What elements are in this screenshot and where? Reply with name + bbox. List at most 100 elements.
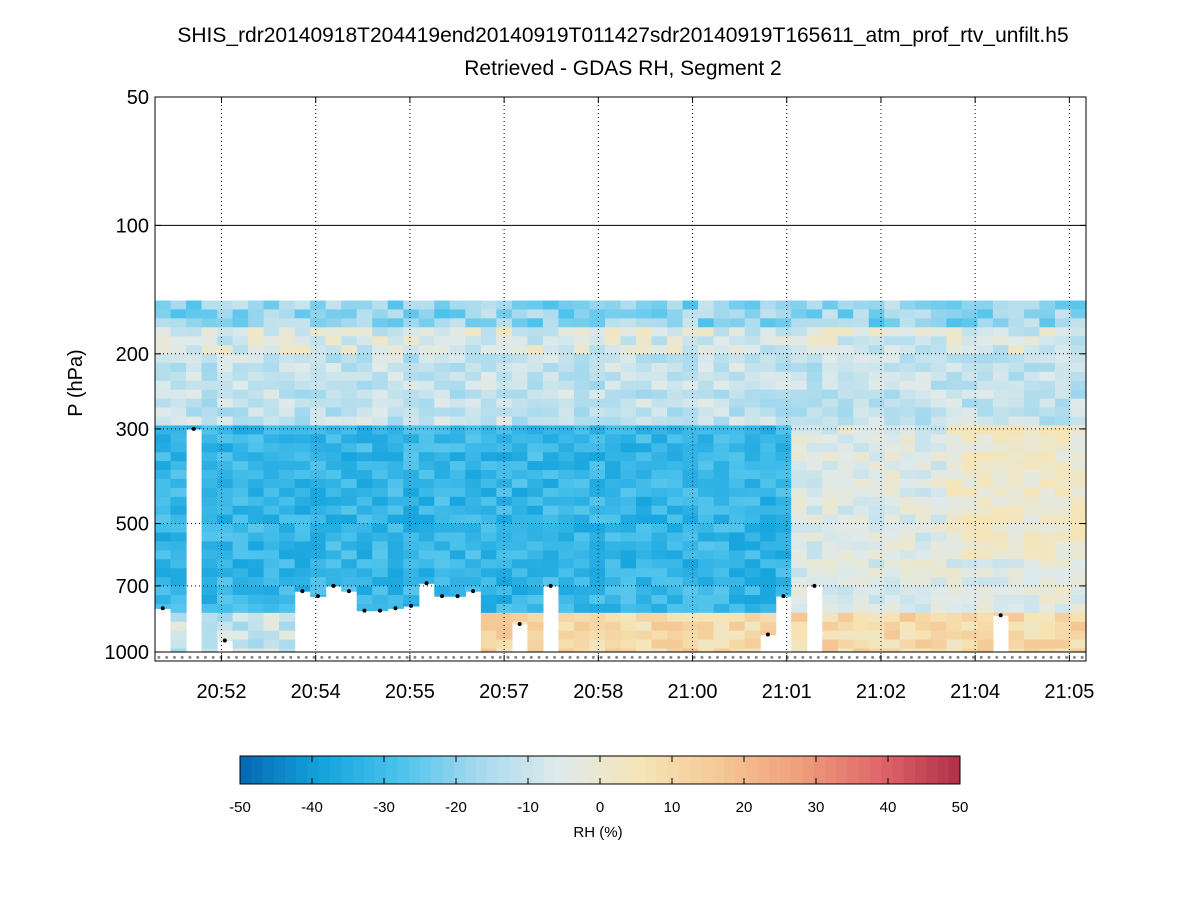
heat-cell (899, 452, 916, 462)
heat-cell (511, 416, 528, 427)
heat-cell (155, 523, 172, 534)
heat-cell (1070, 478, 1087, 489)
heat-cell (248, 461, 265, 471)
heat-cell (201, 443, 218, 453)
heat-cell (930, 416, 947, 427)
heat-cell (806, 380, 823, 391)
heat-cell (573, 577, 591, 587)
heat-cell (558, 398, 575, 409)
heat-cell (527, 532, 544, 543)
heat-cell (232, 594, 249, 605)
heat-cell (480, 586, 497, 596)
heat-cell (449, 416, 466, 427)
heat-cell (496, 336, 513, 346)
heat-cell (884, 639, 901, 650)
heat-cell (729, 470, 746, 480)
heat-cell (729, 362, 746, 373)
heat-cell (573, 470, 591, 480)
heat-cell (667, 416, 684, 427)
heat-cell (667, 639, 684, 650)
heat-cell (713, 612, 730, 623)
heat-cell (170, 550, 187, 560)
heat-cell (698, 461, 715, 471)
heat-cell (201, 630, 218, 641)
heat-cell (1070, 452, 1087, 462)
heat-cell (1008, 380, 1025, 391)
heat-cell (760, 470, 777, 480)
heat-cell (868, 380, 885, 391)
heat-cell (248, 300, 265, 311)
heat-cell (930, 487, 947, 498)
heat-cell (651, 496, 668, 507)
heat-cell (884, 452, 901, 462)
heat-cell (791, 434, 808, 444)
heat-cell (511, 362, 528, 373)
heat-cell (1039, 532, 1056, 543)
heat-cell (465, 532, 482, 543)
heat-cell (682, 478, 699, 489)
heat-cell (248, 398, 265, 409)
heat-cell (1039, 327, 1056, 337)
heat-cell (822, 327, 839, 337)
heat-cell (961, 434, 978, 444)
heat-cell (915, 541, 932, 551)
heat-cell (418, 434, 435, 444)
heat-cell (853, 398, 870, 409)
heat-cell (837, 336, 854, 346)
heat-cell (651, 568, 668, 578)
heat-cell (387, 452, 404, 462)
heat-cell (713, 389, 730, 400)
x-tick-label: 21:04 (950, 681, 1000, 703)
heat-cell (1023, 478, 1041, 489)
heat-cell (620, 496, 637, 507)
heat-cell (729, 416, 746, 427)
heat-cell (1070, 416, 1087, 427)
heat-cell (480, 336, 497, 346)
heat-cell (822, 586, 839, 596)
heat-cell (899, 648, 916, 653)
heat-cell (1039, 336, 1056, 346)
heat-cell (263, 594, 280, 605)
heat-cell (729, 461, 746, 471)
heat-cell (248, 407, 265, 418)
heat-cell (341, 443, 358, 453)
surface-dot (653, 655, 657, 659)
heat-cell (775, 318, 792, 328)
heat-cell (620, 300, 637, 311)
heat-cell (698, 443, 715, 453)
colorbar-segment (858, 756, 871, 784)
heat-cell (418, 416, 435, 427)
heat-cell (698, 577, 715, 587)
heat-cell (310, 309, 327, 319)
heat-cell (868, 586, 885, 596)
heat-cell (713, 603, 730, 614)
heat-cell (372, 559, 389, 569)
heat-cell (573, 550, 591, 560)
heat-cell (604, 389, 622, 400)
heat-cell (992, 603, 1010, 614)
heat-cell (946, 470, 963, 480)
surface-dot (553, 655, 557, 659)
heat-cell (589, 416, 606, 427)
heat-cell (977, 300, 994, 311)
heat-cell (248, 568, 265, 578)
heat-cell (170, 452, 187, 462)
heat-cell (930, 586, 947, 596)
heat-cell (310, 336, 327, 346)
heat-cell (868, 309, 885, 319)
heat-cell (356, 380, 373, 391)
heat-cell (992, 487, 1010, 498)
heat-cell (418, 505, 435, 516)
heat-cell (806, 443, 823, 453)
heat-cell (186, 318, 203, 328)
heat-cell (946, 496, 963, 507)
heat-cell (620, 362, 637, 373)
colorbar-segment (555, 756, 567, 784)
heat-cell (884, 318, 901, 328)
heat-cell (527, 496, 544, 507)
heat-cell (744, 478, 761, 489)
heat-cell (387, 407, 404, 418)
heat-cell (620, 639, 637, 650)
heat-cell (604, 478, 622, 489)
heat-cell (589, 630, 606, 641)
